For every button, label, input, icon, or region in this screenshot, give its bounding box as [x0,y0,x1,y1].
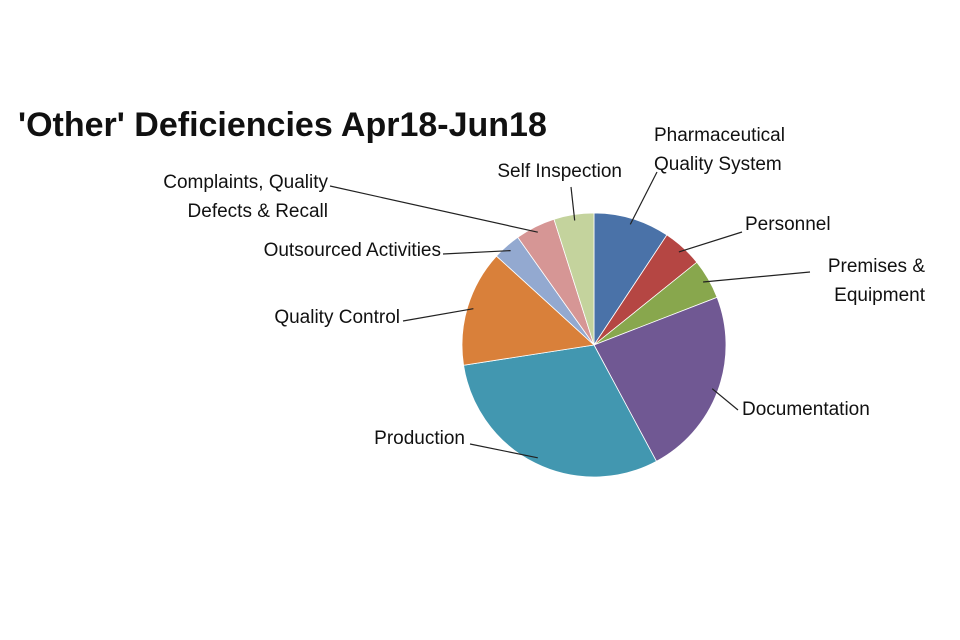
slice-label-line: Premises & [828,256,925,277]
slice-label: Personnel [745,214,831,235]
slice-label: Self Inspection [497,161,622,182]
slice-label-line: Defects & Recall [188,201,328,222]
leader-line [703,271,811,283]
slice-label-line: Outsourced Activities [264,240,441,261]
chart-title: 'Other' Deficiencies Apr18-Jun18 [18,106,547,144]
slice-label: Quality Control [274,307,400,328]
leader-line [629,171,658,225]
slice-label-line: Complaints, Quality [163,172,328,193]
pie-slice [461,255,595,366]
slice-label-line: Quality Control [274,307,400,328]
slice-label: Outsourced Activities [264,240,441,261]
slice-label: Pharmaceutical Quality System [654,125,785,175]
leader-line [570,186,576,221]
slice-label-line: Production [374,428,465,449]
pie-slice [593,296,727,462]
leader-line [442,250,511,255]
leader-line [329,185,538,233]
slice-label-line: Self Inspection [497,161,622,182]
leader-line [678,231,743,253]
pie-slice [463,344,657,478]
leader-line [469,443,538,459]
slice-label-line: Equipment [834,285,926,306]
slice-label: Premises & Equipment [828,256,926,306]
slice-label-line: Pharmaceutical [654,125,785,146]
pie-slice [593,212,668,347]
slice-label-line: Personnel [745,214,831,235]
slice-label: Production [374,428,465,449]
leader-line [402,308,474,322]
slice-label: Complaints, Quality Defects & Recall [163,172,328,222]
slice-label: Documentation [742,399,870,420]
slice-label-line: Documentation [742,399,870,420]
leader-line [711,388,739,411]
slice-label-line: Quality System [654,154,782,175]
